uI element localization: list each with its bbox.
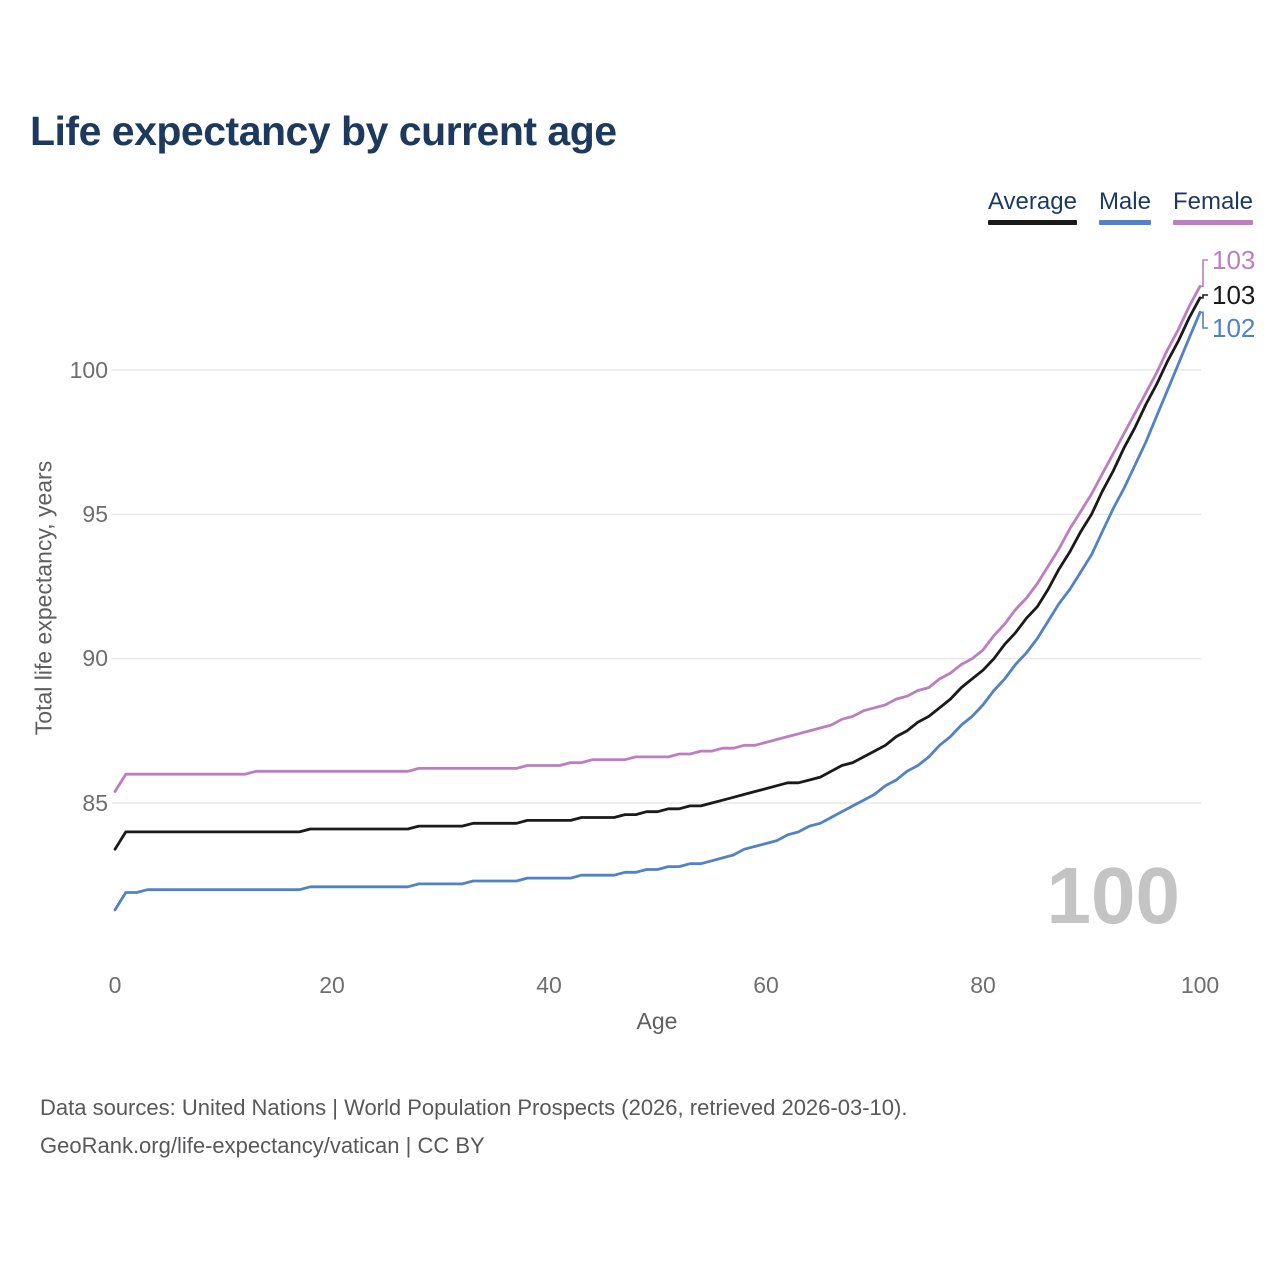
x-tick-label-0: 0	[108, 972, 122, 998]
x-tick-label-60: 60	[753, 972, 779, 998]
end-label-connector-female	[1200, 259, 1208, 288]
legend-label-male: Male	[1098, 188, 1151, 215]
legend-label-average: Average	[987, 188, 1077, 215]
end-label-male: 102	[1212, 313, 1256, 343]
x-tick-label-40: 40	[536, 972, 562, 998]
end-label-female: 103	[1212, 245, 1256, 275]
footer-line-1: Data sources: United Nations | World Pop…	[40, 1095, 908, 1120]
legend-color-bar-female	[1172, 219, 1253, 225]
end-label-average: 103	[1212, 280, 1256, 310]
series-line-male[interactable]	[113, 310, 1202, 912]
x-tick-label-100: 100	[1180, 972, 1220, 998]
series-line-average[interactable]	[113, 296, 1202, 851]
end-label-connector-average	[1200, 294, 1208, 299]
y-tick-label-85: 85	[82, 789, 108, 816]
footer: Data sources: United Nations | World Pop…	[40, 1089, 907, 1165]
legend-color-bar-average	[987, 219, 1077, 225]
end-label-connector-male	[1200, 311, 1208, 329]
x-axis-label: Age	[636, 1008, 678, 1034]
legend-item-male[interactable]: Male	[1098, 188, 1151, 225]
series-line-female[interactable]	[113, 284, 1202, 793]
legend-label-female: Female	[1172, 188, 1253, 215]
footer-line-2: GeoRank.org/life-expectancy/vatican | CC…	[40, 1133, 485, 1158]
y-tick-label-90: 90	[82, 645, 108, 672]
x-tick-label-80: 80	[970, 972, 996, 998]
legend-color-bar-male	[1098, 219, 1151, 225]
age-watermark: 100	[1046, 851, 1180, 940]
y-axis-label: Total life expectancy, years	[30, 460, 57, 736]
x-tick-label-20: 20	[319, 972, 345, 998]
legend: Average Male Female	[987, 188, 1253, 225]
legend-item-average[interactable]: Average	[987, 188, 1077, 225]
y-tick-label-100: 100	[69, 356, 108, 383]
y-tick-label-95: 95	[82, 500, 108, 527]
chart-title: Life expectancy by current age	[30, 108, 617, 154]
legend-item-female[interactable]: Female	[1172, 188, 1253, 225]
